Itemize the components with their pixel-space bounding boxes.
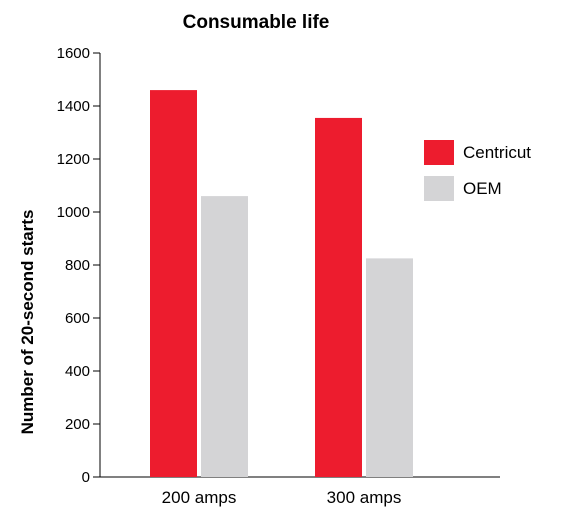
- x-axis-categories: 200 amps 300 amps: [162, 488, 402, 507]
- bar-oem-2: [366, 258, 413, 477]
- y-tick-label: 1600: [57, 45, 90, 62]
- y-tick-label: 600: [65, 310, 90, 327]
- category-label: 300 amps: [327, 488, 402, 507]
- bar-centricut-2: [315, 117, 362, 478]
- bar-oem-1: [201, 196, 248, 477]
- y-tick-label: 800: [65, 257, 90, 274]
- legend-label-oem: OEM: [463, 179, 502, 198]
- legend-swatch-oem: [424, 176, 454, 201]
- legend-swatch-centricut: [424, 140, 454, 165]
- category-label: 200 amps: [162, 488, 237, 507]
- y-tick-label: 1400: [57, 98, 90, 115]
- legend-label-centricut: Centricut: [463, 143, 531, 162]
- y-tick-label: 1000: [57, 204, 90, 221]
- y-axis-ticks: 0 200 400 600 800 1000 1200 1400 1600: [57, 45, 100, 486]
- bars: [150, 90, 413, 478]
- chart-title: Consumable life: [183, 12, 330, 33]
- y-tick-label: 400: [65, 363, 90, 380]
- y-tick-label: 0: [82, 469, 90, 486]
- legend: Centricut OEM: [424, 140, 531, 201]
- y-tick-label: 1200: [57, 151, 90, 168]
- bar-centricut-1: [150, 90, 197, 477]
- y-tick-label: 200: [65, 416, 90, 433]
- y-axis-label: Number of 20-second starts: [18, 210, 37, 435]
